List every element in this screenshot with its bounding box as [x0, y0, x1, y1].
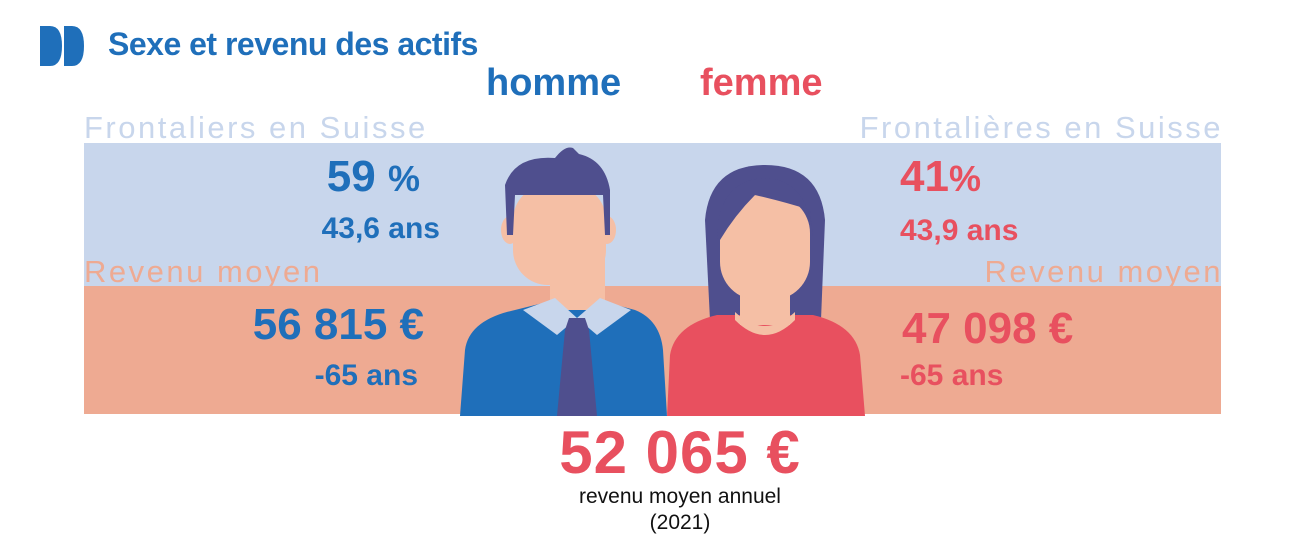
age-group-femme: -65 ans	[900, 359, 1004, 392]
page-title: Sexe et revenu des actifs	[108, 26, 478, 62]
age-femme: 43,9 ans	[900, 214, 1019, 247]
revenue-homme: 56 815 €	[252, 300, 424, 349]
label-revenu-moyen-femme: Revenu moyen	[984, 254, 1223, 289]
woman-figure-icon	[667, 165, 865, 416]
label-homme: homme	[486, 62, 622, 104]
total-caption: revenu moyen annuel (2021)	[480, 484, 880, 536]
label-frontalieres: Frontalières en Suisse	[859, 110, 1223, 145]
label-femme: femme	[700, 62, 823, 104]
man-figure-icon	[460, 147, 667, 416]
label-revenu-moyen-homme: Revenu moyen	[84, 254, 323, 289]
double-chevron-icon	[40, 26, 84, 66]
age-group-homme: -65 ans	[314, 359, 418, 392]
percent-homme: 59 %	[326, 152, 420, 201]
band-frontaliers	[84, 143, 1221, 286]
label-frontaliers: Frontaliers en Suisse	[84, 110, 428, 145]
caption-line-1: revenu moyen annuel	[579, 485, 781, 508]
percent-femme: 41%	[900, 152, 981, 201]
man-woman-illustration	[460, 147, 865, 416]
total-revenue: 52 065 €	[559, 419, 801, 486]
caption-line-2: (2021)	[649, 511, 711, 534]
age-homme: 43,6 ans	[321, 212, 440, 245]
revenue-femme: 47 098 €	[902, 304, 1074, 353]
